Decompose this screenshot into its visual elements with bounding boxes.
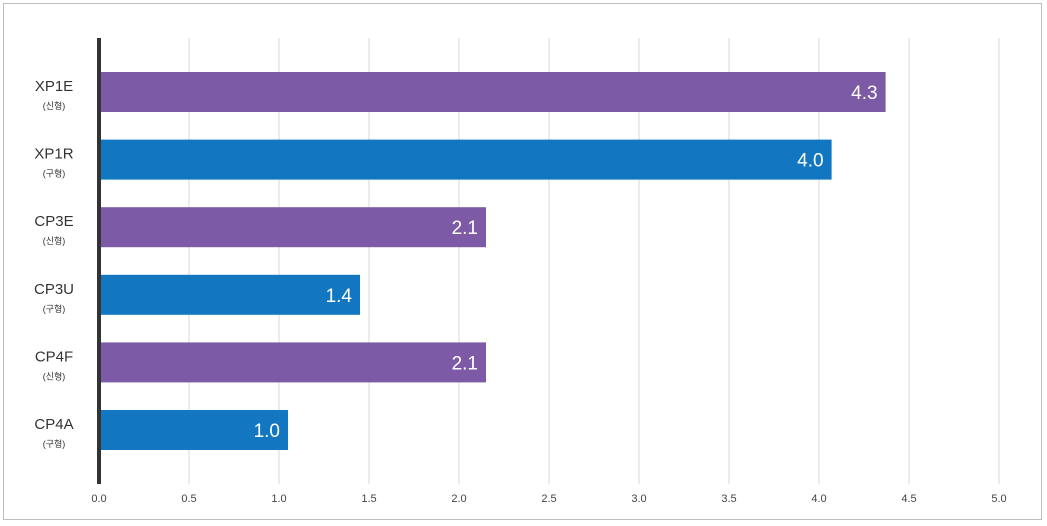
bar [99, 72, 886, 112]
category-sublabel: (신형) [43, 236, 66, 246]
category-sublabel: (구형) [43, 169, 66, 179]
bar-value-label: 2.1 [452, 218, 478, 239]
bar [99, 342, 486, 383]
category-sublabel: (구형) [43, 304, 66, 314]
x-tick-label: 0.5 [181, 493, 196, 505]
x-tick-label: 5.0 [991, 493, 1006, 505]
category-sublabel: (구형) [43, 439, 66, 449]
x-tick-label: 0.0 [91, 493, 106, 505]
bar [99, 274, 360, 315]
category-label: XP1E [35, 78, 73, 95]
x-tick-label: 4.0 [811, 493, 826, 505]
x-tick-label: 4.5 [901, 493, 916, 505]
category-sublabel: (신형) [43, 101, 66, 111]
bar [99, 207, 486, 248]
category-sublabel: (신형) [43, 371, 66, 381]
x-tick-label: 3.5 [721, 493, 736, 505]
bar-value-label: 2.1 [452, 353, 478, 374]
category-label: CP3U [34, 281, 74, 298]
category-label: CP3E [34, 213, 73, 230]
x-tick-label: 1.5 [361, 493, 376, 505]
bar [99, 139, 832, 180]
category-label: CP4A [34, 416, 73, 433]
bar-value-label: 1.4 [326, 286, 353, 307]
bar [99, 410, 288, 450]
x-tick-label: 2.0 [451, 493, 466, 505]
bar-value-label: 4.0 [797, 151, 823, 172]
x-tick-label: 2.5 [541, 493, 556, 505]
bar-value-label: 4.3 [851, 83, 877, 104]
x-tick-label: 3.0 [631, 493, 646, 505]
category-label: CP4F [35, 348, 73, 365]
x-tick-label: 1.0 [271, 493, 286, 505]
bar-value-label: 1.0 [254, 421, 280, 442]
category-label: XP1R [34, 146, 73, 163]
